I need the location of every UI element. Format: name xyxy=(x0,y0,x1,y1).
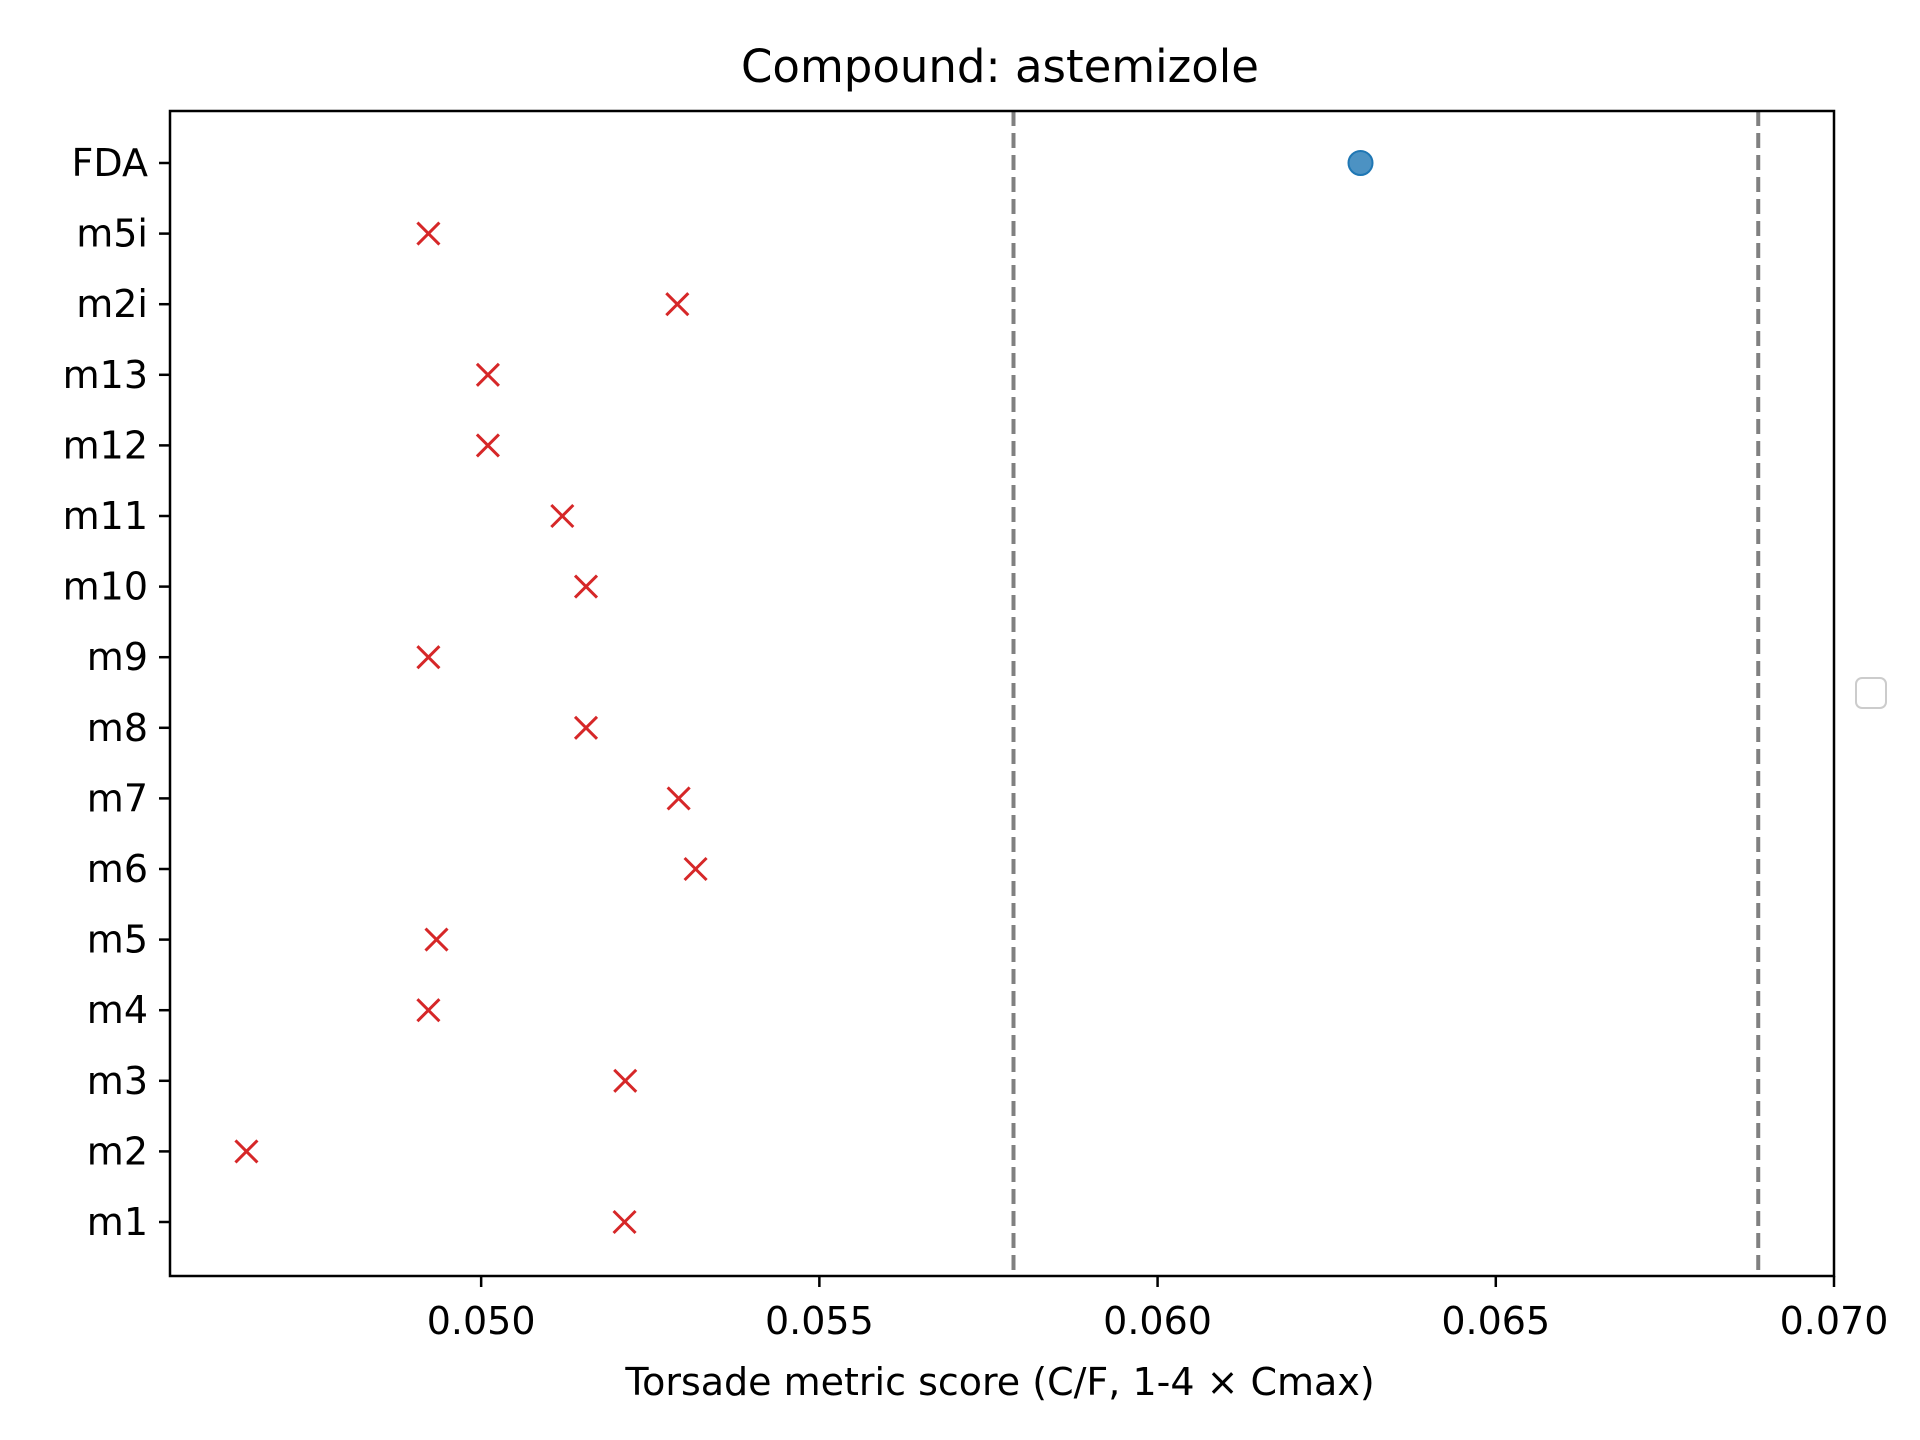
point-m13 xyxy=(475,362,500,387)
y-axis: m1 m2 m3 m4 m5 m6 m7 m8 m9 m10 m11 m12 m13 m2i m5i FDA xyxy=(63,141,170,1244)
point-FDA xyxy=(1347,150,1374,176)
x-tick-label: 0.070 xyxy=(1780,1299,1889,1343)
x-tick-label: 0.065 xyxy=(1441,1299,1550,1343)
y-tick-label-m4: m4 xyxy=(87,988,148,1032)
point-m8 xyxy=(573,715,599,740)
y-tick-label-m5i: m5i xyxy=(76,212,148,256)
y-tick-label-m13: m13 xyxy=(63,353,148,397)
y-tick-label-m3: m3 xyxy=(87,1059,148,1103)
point-m11 xyxy=(550,503,575,529)
x-tick-label: 0.055 xyxy=(765,1299,874,1343)
reference-lines xyxy=(1011,111,1761,1276)
point-m7 xyxy=(666,786,691,811)
y-tick-label-m8: m8 xyxy=(87,706,148,750)
x-axis: 0.050 0.055 0.060 0.065 0.070 xyxy=(427,1276,1889,1343)
y-tick-label-m5: m5 xyxy=(87,918,148,962)
data-points xyxy=(234,150,1374,1235)
point-m12 xyxy=(475,433,500,458)
point-m9 xyxy=(416,645,441,670)
point-m5 xyxy=(424,927,449,952)
y-tick-label-m9: m9 xyxy=(87,635,148,679)
y-tick-label-m12: m12 xyxy=(63,423,148,467)
point-m3 xyxy=(613,1068,638,1093)
x-tick-label: 0.050 xyxy=(427,1299,536,1343)
point-m1 xyxy=(612,1209,637,1235)
plot-frame xyxy=(168,109,1836,1278)
y-tick-label-m11: m11 xyxy=(63,494,148,538)
y-tick-label-FDA: FDA xyxy=(72,141,148,185)
point-m10 xyxy=(573,574,599,599)
legend-box xyxy=(1855,677,1887,709)
x-tick-label: 0.060 xyxy=(1103,1299,1212,1343)
y-tick-label-m2i: m2i xyxy=(76,282,148,326)
y-tick-label-m10: m10 xyxy=(63,565,148,609)
y-tick-label-m6: m6 xyxy=(87,847,148,891)
y-tick-label-m7: m7 xyxy=(87,776,148,820)
x-axis-label: Torsade metric score (C/F, 1-4 × Cmax) xyxy=(624,1360,1374,1404)
point-m5i xyxy=(416,221,441,246)
point-m2i xyxy=(665,292,690,317)
point-m2 xyxy=(234,1139,259,1164)
y-tick-label-m2: m2 xyxy=(87,1129,148,1173)
y-tick-label-m1: m1 xyxy=(87,1200,148,1244)
chart-title: Compound: astemizole xyxy=(741,40,1259,93)
point-m4 xyxy=(416,998,441,1023)
point-m6 xyxy=(683,856,708,882)
